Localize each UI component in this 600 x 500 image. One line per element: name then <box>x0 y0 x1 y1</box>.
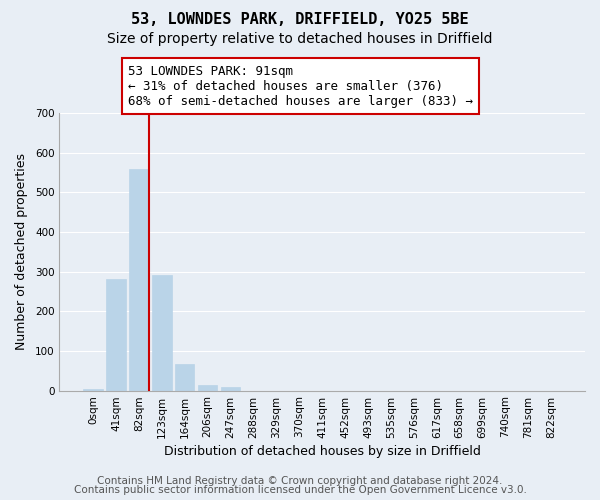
Text: Contains public sector information licensed under the Open Government Licence v3: Contains public sector information licen… <box>74 485 526 495</box>
Bar <box>106 279 126 390</box>
Text: 53 LOWNDES PARK: 91sqm
← 31% of detached houses are smaller (376)
68% of semi-de: 53 LOWNDES PARK: 91sqm ← 31% of detached… <box>128 64 473 108</box>
Text: Size of property relative to detached houses in Driffield: Size of property relative to detached ho… <box>107 32 493 46</box>
Text: Contains HM Land Registry data © Crown copyright and database right 2024.: Contains HM Land Registry data © Crown c… <box>97 476 503 486</box>
Bar <box>221 388 240 390</box>
Bar <box>198 385 217 390</box>
Bar <box>175 364 194 390</box>
Text: 53, LOWNDES PARK, DRIFFIELD, YO25 5BE: 53, LOWNDES PARK, DRIFFIELD, YO25 5BE <box>131 12 469 28</box>
Bar <box>152 276 172 390</box>
Y-axis label: Number of detached properties: Number of detached properties <box>15 154 28 350</box>
X-axis label: Distribution of detached houses by size in Driffield: Distribution of detached houses by size … <box>164 444 481 458</box>
Bar <box>129 168 149 390</box>
Bar <box>83 388 103 390</box>
